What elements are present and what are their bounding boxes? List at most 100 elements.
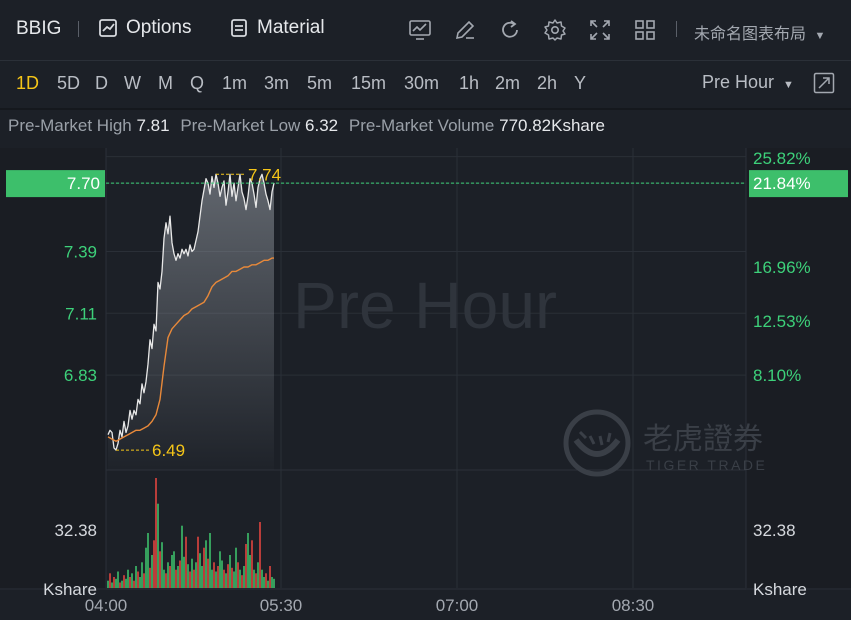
- period-1h[interactable]: 1h: [459, 73, 480, 93]
- current-pct-label: 21.84%: [753, 174, 811, 193]
- indicator-icon[interactable]: [408, 18, 432, 42]
- volume-bar: [115, 578, 117, 588]
- volume-bar: [225, 573, 227, 588]
- volume-bar: [265, 573, 267, 588]
- volume-bar: [167, 562, 169, 588]
- time-tick-label: 08:30: [612, 596, 655, 615]
- volume-bar: [207, 558, 209, 588]
- volume-bar: [261, 569, 263, 588]
- price-line: [107, 173, 275, 451]
- volume-bar: [259, 522, 261, 588]
- period-q[interactable]: Q: [190, 73, 205, 93]
- period-5d[interactable]: 5D: [57, 73, 81, 93]
- volume-bar: [229, 555, 231, 588]
- period-y[interactable]: Y: [574, 73, 587, 93]
- volume-bar: [107, 580, 109, 588]
- volume-bar: [183, 556, 185, 588]
- period-d[interactable]: D: [95, 73, 108, 93]
- low-marker-label: 6.49: [152, 441, 185, 460]
- material-label: Material: [257, 17, 325, 38]
- current-pct-tag: [749, 170, 848, 198]
- volume-bar: [209, 533, 211, 588]
- volume-bar: [189, 571, 191, 588]
- volume-bar: [213, 562, 215, 588]
- period-5m[interactable]: 5m: [307, 73, 333, 93]
- period-1d[interactable]: 1D: [16, 73, 40, 93]
- chart-box-icon: [98, 18, 118, 38]
- period-m[interactable]: M: [158, 73, 173, 93]
- period-2h[interactable]: 2h: [537, 73, 558, 93]
- volume-bar: [199, 553, 201, 588]
- volume-bar: [241, 575, 243, 588]
- left-axis-pane: [0, 148, 106, 590]
- watermark-brand-en: TIGER TRADE: [646, 457, 767, 473]
- price-tick-label: 7.11: [65, 304, 97, 323]
- volume-bar: [231, 567, 233, 588]
- symbol-label[interactable]: BBIG: [16, 18, 62, 39]
- time-tick-label: 04:00: [85, 596, 128, 615]
- layout-selector[interactable]: 未命名图表布局 ▼: [694, 20, 825, 44]
- low-label: Pre-Market Low: [180, 116, 301, 135]
- refresh-icon[interactable]: [498, 18, 522, 42]
- session-dropdown[interactable]: Pre Hour ▼: [702, 72, 794, 93]
- volume-bar: [221, 560, 223, 588]
- right-axis-pane: [746, 148, 851, 590]
- volume-bar: [263, 577, 265, 588]
- material-button[interactable]: Material: [229, 17, 325, 39]
- period-15m[interactable]: 15m: [351, 73, 387, 93]
- volume-value: 770.82Kshare: [499, 116, 605, 135]
- price-area: [108, 174, 274, 471]
- current-price-label: 7.70: [67, 174, 100, 193]
- volume-bar: [125, 578, 127, 588]
- volume-bar: [111, 582, 113, 588]
- options-label: Options: [126, 17, 192, 38]
- volume-bar: [137, 571, 139, 588]
- volume-bar: [127, 569, 129, 588]
- period-w[interactable]: W: [124, 73, 141, 93]
- tiger-logo-icon: [563, 409, 631, 477]
- session-label: Pre Hour: [702, 72, 775, 92]
- volume-bar: [243, 566, 245, 588]
- pct-tick-label: 25.82%: [753, 149, 811, 168]
- expand-chart-icon[interactable]: [813, 72, 835, 94]
- price-area-fill: [108, 174, 274, 471]
- volume-bar: [155, 478, 157, 588]
- period-3m[interactable]: 3m: [264, 73, 290, 93]
- price-tick-label: 7.39: [64, 243, 97, 262]
- volume-bar: [227, 564, 229, 588]
- options-button[interactable]: Options: [98, 17, 191, 39]
- period-1m[interactable]: 1m: [222, 73, 248, 93]
- volume-bar: [151, 555, 153, 588]
- volume-bars: [107, 478, 275, 588]
- volume-bar: [169, 566, 171, 588]
- volume-unit-label: Kshare: [43, 580, 97, 599]
- volume-bar: [223, 569, 225, 588]
- volume-bar: [247, 533, 249, 588]
- axes-labels: 7.39 7.11 6.83 25.82% 16.96% 12.53% 8.10% 32.38…: [43, 149, 811, 615]
- volume-bar: [117, 571, 119, 588]
- volume-bar: [245, 544, 247, 588]
- period-30m[interactable]: 30m: [404, 73, 440, 93]
- volume-bar: [217, 566, 219, 588]
- volume-bar: [203, 547, 205, 588]
- volume-bar: [211, 569, 213, 588]
- fullscreen-icon[interactable]: [588, 18, 612, 42]
- toolbar-divider: [676, 21, 677, 37]
- volume-bar: [257, 562, 259, 588]
- low-value: 6.32: [305, 116, 339, 135]
- draw-pen-icon[interactable]: [453, 18, 477, 42]
- time-tick-label: 05:30: [260, 596, 303, 615]
- volume-bar: [147, 533, 149, 588]
- chart-grid: [0, 148, 851, 590]
- volume-bar: [235, 547, 237, 588]
- layout-name: 未命名图表布局: [694, 26, 807, 43]
- avg-line: [107, 257, 274, 442]
- volume-bar: [269, 566, 271, 588]
- volume-bar: [139, 577, 141, 588]
- period-2m[interactable]: 2m: [495, 73, 521, 93]
- layout-grid-icon[interactable]: [633, 18, 657, 42]
- volume-bar: [141, 562, 143, 588]
- settings-gear-icon[interactable]: [543, 18, 567, 42]
- volume-bar: [173, 551, 175, 588]
